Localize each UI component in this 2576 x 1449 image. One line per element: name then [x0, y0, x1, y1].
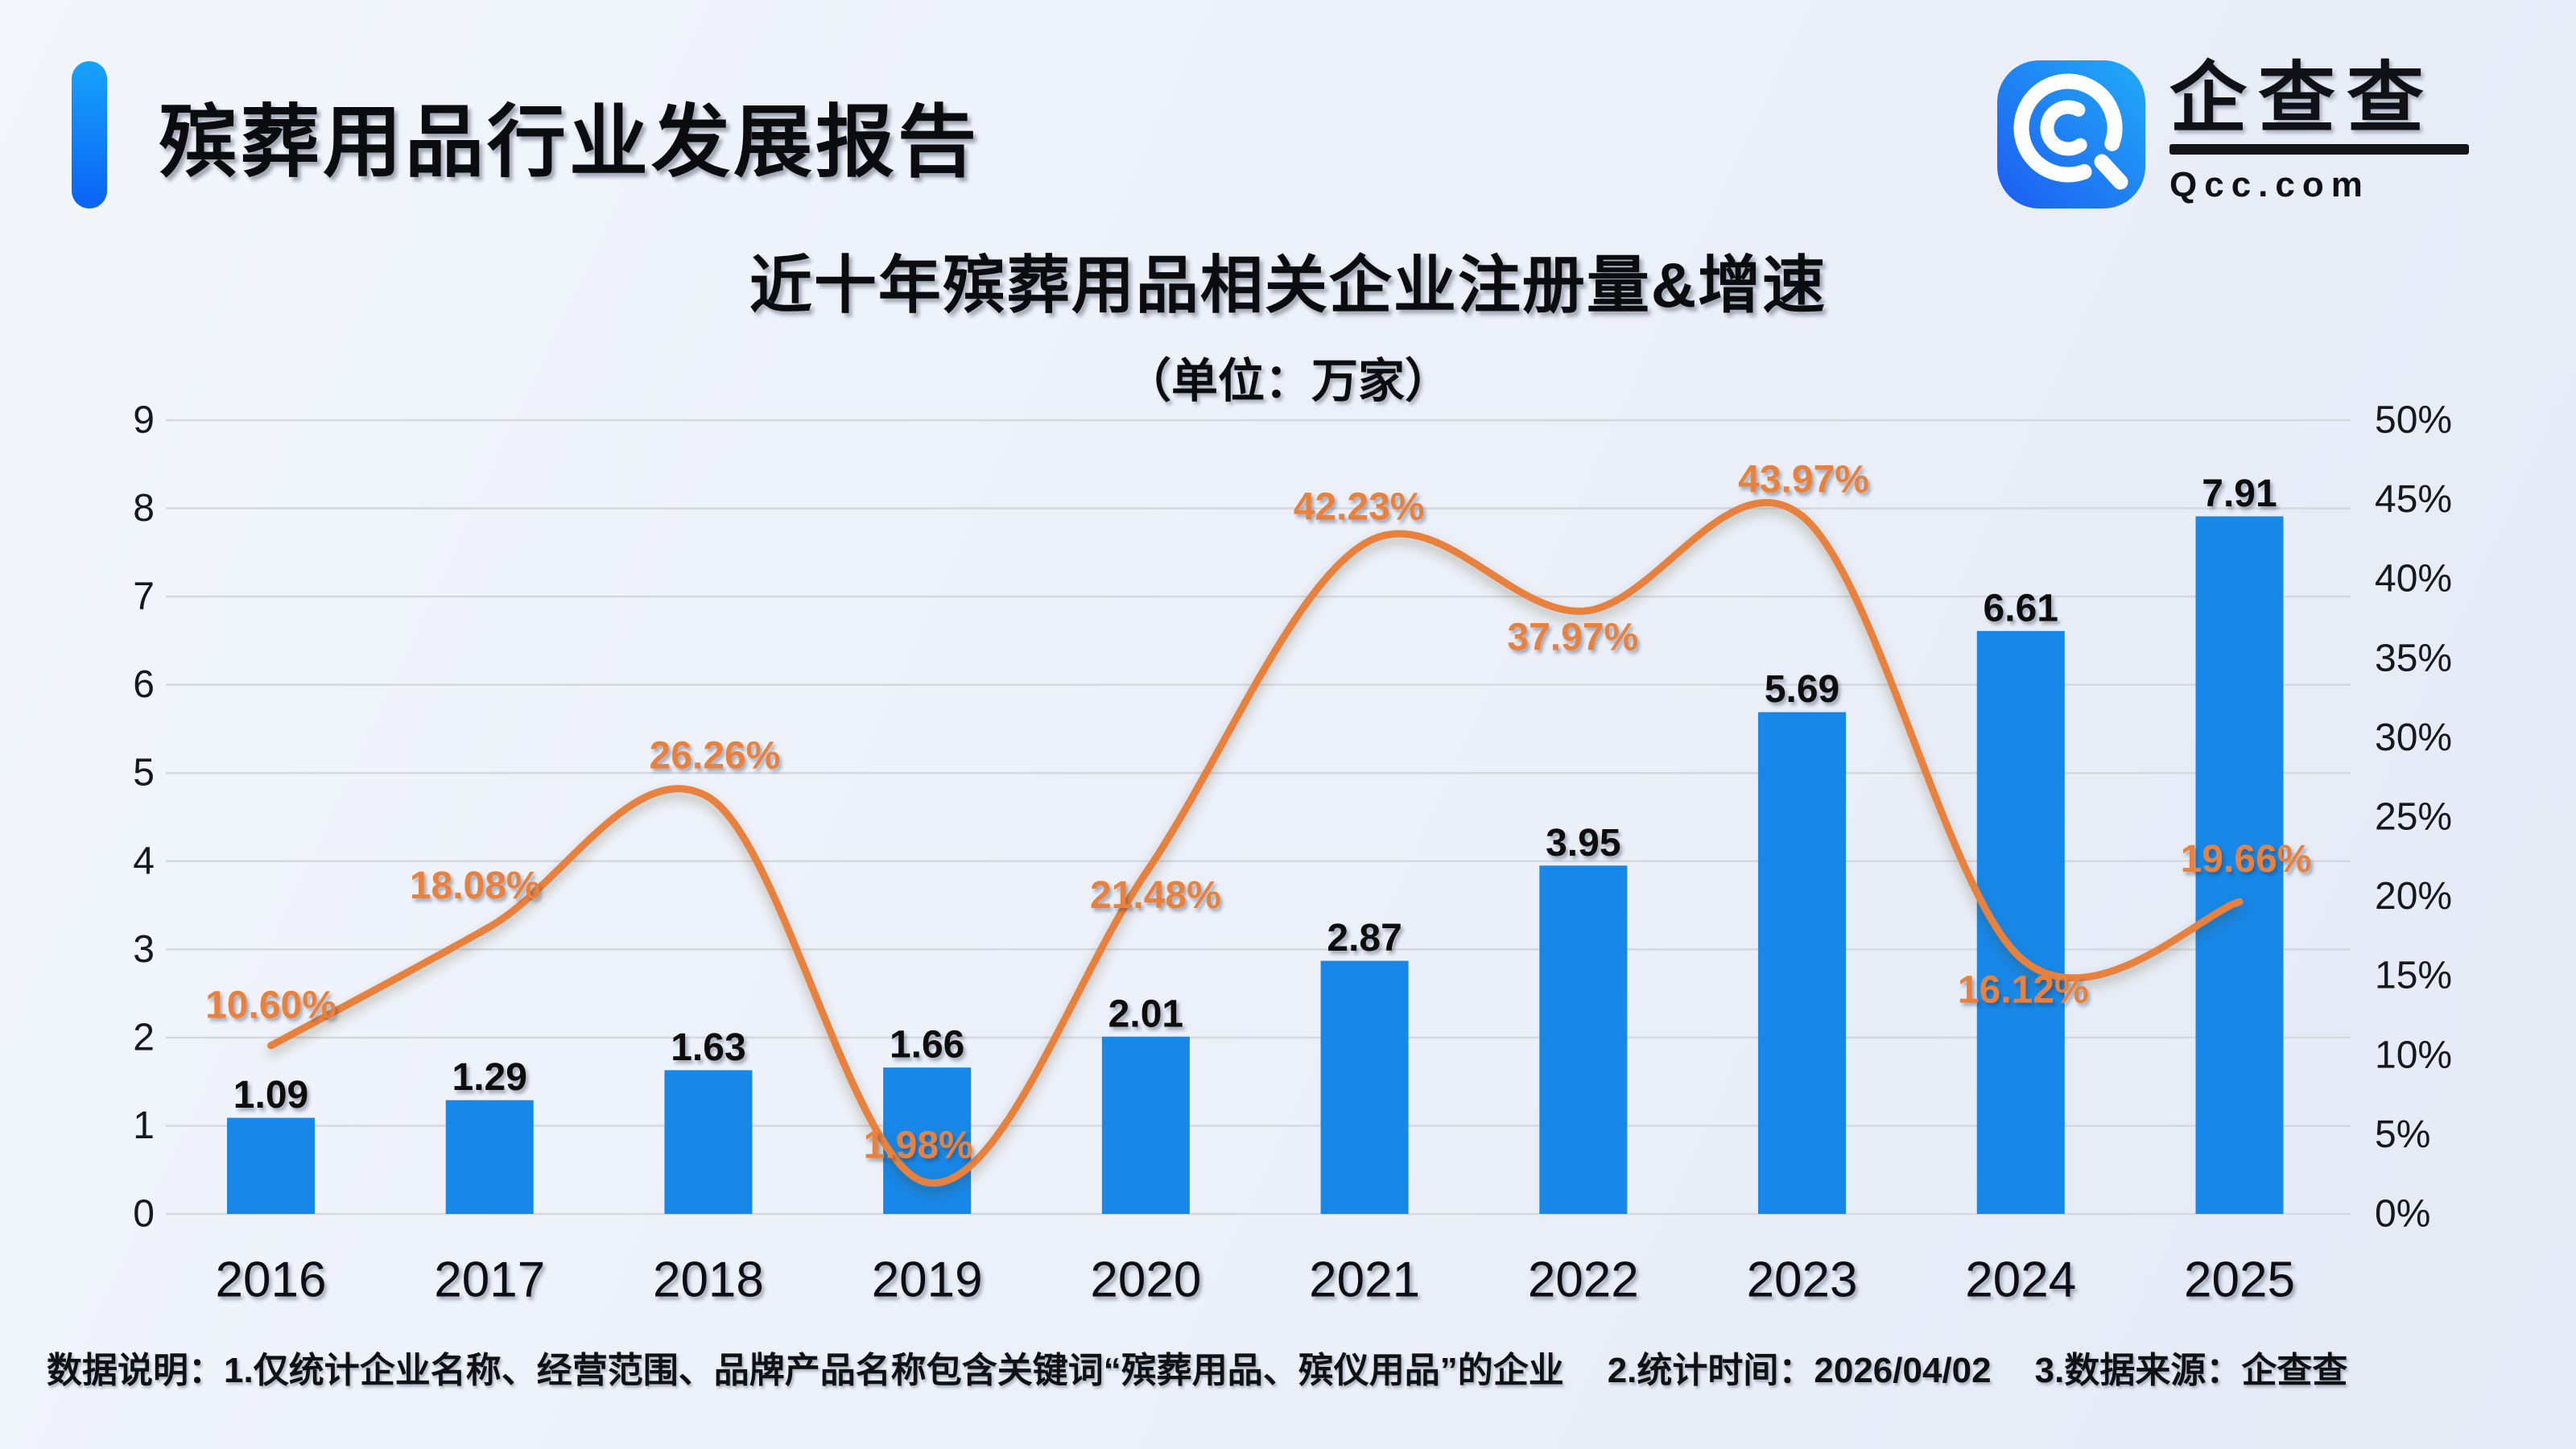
chart-title: 近十年殡葬用品相关企业注册量&增速: [749, 250, 1827, 320]
bar-label-2024: 6.61: [1984, 587, 2058, 630]
year-label-2018: 2018: [653, 1253, 764, 1308]
year-label-2025: 2025: [2184, 1253, 2295, 1308]
growth-label-2017: 18.08%: [410, 865, 541, 907]
year-label-2017: 2017: [434, 1253, 545, 1308]
right-axis-tick-30%: 30%: [2375, 716, 2452, 759]
bar-label-2016: 1.09: [233, 1074, 308, 1117]
bar-label-2025: 7.91: [2202, 473, 2277, 515]
growth-label-2021: 42.23%: [1294, 486, 1425, 529]
left-axis-tick-3: 3: [133, 928, 155, 971]
growth-label-2023: 43.97%: [1738, 458, 1869, 501]
left-axis-tick-0: 0: [133, 1193, 155, 1236]
right-axis-tick-0%: 0%: [2375, 1193, 2430, 1236]
left-axis-tick-2: 2: [133, 1016, 155, 1059]
brand-underline: [2169, 144, 2469, 155]
year-label-2019: 2019: [872, 1253, 983, 1308]
growth-label-2022: 37.97%: [1507, 617, 1638, 659]
note-scope: 数据说明：1.仅统计企业名称、经营范围、品牌产品名称包含关键词“殡葬用品、殡仪用…: [47, 1351, 1564, 1390]
right-axis-tick-15%: 15%: [2375, 955, 2452, 997]
report-header: 殡葬用品行业发展报告: [72, 61, 980, 208]
right-axis-tick-10%: 10%: [2375, 1034, 2452, 1076]
bar-2020: [1101, 1036, 1190, 1214]
right-axis-tick-35%: 35%: [2375, 637, 2452, 679]
bar-series: [227, 516, 2284, 1214]
growth-label-2018: 26.26%: [650, 735, 781, 778]
bar-2018: [664, 1070, 753, 1214]
bar-label-2017: 1.29: [452, 1056, 527, 1099]
note-source: 3.数据来源：企查查: [2034, 1351, 2348, 1390]
x-axis: 2016 2017 2018 2019 2020 2021 2022 2023 2024 2025: [216, 1253, 2295, 1308]
left-axis-tick-6: 6: [133, 663, 155, 706]
left-axis-tick-7: 7: [133, 576, 155, 618]
left-axis-tick-1: 1: [133, 1104, 155, 1147]
left-axis-tick-8: 8: [133, 487, 155, 530]
bar-label-2018: 1.63: [671, 1026, 745, 1069]
bar-label-2023: 5.69: [1765, 668, 1839, 711]
bar-label-2022: 3.95: [1546, 822, 1620, 865]
bar-2017: [445, 1100, 534, 1214]
bar-label-2020: 2.01: [1108, 993, 1183, 1035]
growth-labels: 10.60% 18.08% 26.26% 1.98% 21.48% 42.23% 37.97…: [205, 458, 2311, 1166]
year-label-2024: 2024: [1965, 1253, 2076, 1308]
note-stat-time: 2.统计时间：2026/04/02: [1607, 1351, 1992, 1390]
year-label-2023: 2023: [1747, 1253, 1858, 1308]
growth-label-2025: 19.66%: [2181, 838, 2312, 881]
right-axis: 0% 5% 10% 15% 20% 25% 30% 35% 40% 45% 50%: [2375, 399, 2452, 1236]
left-axis-tick-9: 9: [133, 399, 155, 442]
bar-2021: [1320, 960, 1409, 1214]
qcc-wordmark: 企查查 Qcc.com: [2169, 60, 2474, 205]
report-title: 殡葬用品行业发展报告: [159, 97, 980, 186]
accent-bar: [72, 61, 107, 208]
right-axis-tick-25%: 25%: [2375, 796, 2452, 839]
left-axis-tick-5: 5: [133, 752, 155, 795]
growth-line: [267, 499, 2244, 1187]
right-axis-tick-50%: 50%: [2375, 399, 2452, 442]
qcc-domain-text: Qcc.com: [2169, 165, 2370, 204]
left-axis: 0 1 2 3 4 5 6 7 8 9: [133, 399, 155, 1236]
bar-2022: [1539, 865, 1628, 1214]
chart-subtitle: （单位：万家）: [1124, 355, 1451, 407]
bar-2025: [2195, 516, 2284, 1214]
right-axis-tick-20%: 20%: [2375, 875, 2452, 918]
growth-label-2024: 16.12%: [1958, 969, 2089, 1012]
right-axis-tick-45%: 45%: [2375, 478, 2452, 521]
bar-2016: [227, 1117, 315, 1214]
growth-label-2020: 21.48%: [1090, 874, 1221, 917]
chart-heading: 近十年殡葬用品相关企业注册量&增速 （单位：万家）: [0, 235, 2576, 411]
qcc-logo: 企查查 Qcc.com: [1997, 60, 2474, 208]
right-axis-tick-5%: 5%: [2375, 1113, 2430, 1156]
bar-label-2019: 1.66: [890, 1024, 964, 1067]
qcc-magnifier-icon: [1997, 60, 2145, 208]
left-axis-tick-4: 4: [133, 840, 155, 882]
year-label-2021: 2021: [1309, 1253, 1420, 1308]
bar-2023: [1758, 712, 1847, 1214]
bar-label-2021: 2.87: [1327, 917, 1402, 960]
right-axis-tick-40%: 40%: [2375, 558, 2452, 601]
year-label-2016: 2016: [216, 1253, 327, 1308]
year-label-2022: 2022: [1528, 1253, 1639, 1308]
bar-value-labels: 1.09 1.29 1.63 1.66 2.01 2.87 3.95 5.69 6.61 7.91: [233, 473, 2277, 1117]
year-label-2020: 2020: [1090, 1253, 1201, 1308]
growth-label-2016: 10.60%: [205, 984, 336, 1026]
data-notes: 数据说明：1.仅统计企业名称、经营范围、品牌产品名称包含关键词“殡葬用品、殡仪用…: [47, 1341, 2347, 1393]
growth-label-2019: 1.98%: [864, 1124, 973, 1166]
bar-2019: [883, 1067, 972, 1214]
qcc-brand-text: 企查查: [2169, 56, 2435, 142]
